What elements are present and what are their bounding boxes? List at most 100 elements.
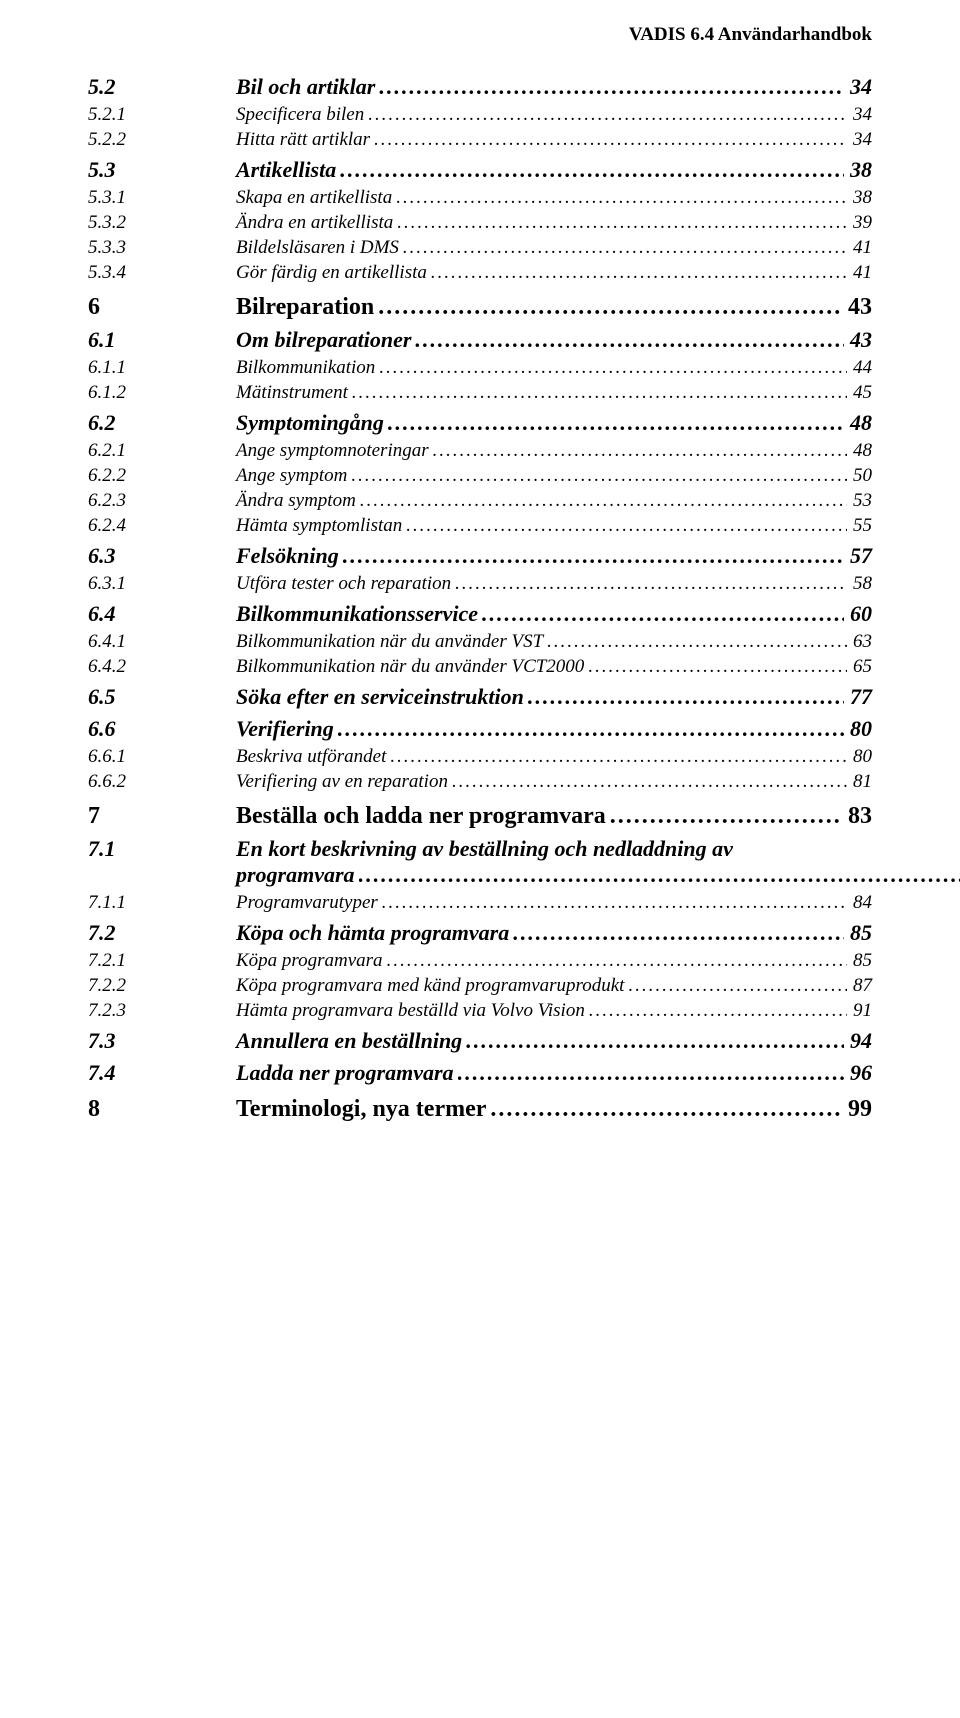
toc-entry-number: 7.2.2	[88, 975, 236, 997]
toc-entry-page: 50	[847, 465, 872, 487]
toc-entry-page: 83	[842, 803, 872, 830]
toc-leader	[452, 771, 847, 793]
toc-entry-number: 6	[88, 294, 236, 321]
toc-leader	[431, 262, 847, 284]
toc-entry-title: Ange symptomnoteringar	[236, 440, 433, 462]
toc-entry-page: 65	[847, 656, 872, 678]
toc-leader	[396, 187, 847, 209]
toc-entry: 7.2Köpa och hämta programvara85	[88, 920, 872, 946]
toc-entry: 7.3Annullera en beställning94	[88, 1028, 872, 1054]
toc-entry-title: Skapa en artikellista	[236, 187, 396, 209]
toc-entry-title: Mätinstrument	[236, 382, 352, 404]
toc-entry-page: 99	[842, 1096, 872, 1123]
toc-entry-title: Söka efter en serviceinstruktion	[236, 684, 528, 710]
toc-entry-number: 6.1.1	[88, 357, 236, 379]
document-header: VADIS 6.4 Användarhandbok	[88, 24, 872, 46]
toc-entry: 7.2.1Köpa programvara 85	[88, 950, 872, 972]
toc-entry: 5.3.3Bildelsläsaren i DMS41	[88, 237, 872, 259]
toc-entry-title: Ändra en artikellista	[236, 212, 397, 234]
toc-leader	[368, 104, 847, 126]
toc-entry-number: 6.1	[88, 327, 236, 353]
toc-entry-number: 6.6.1	[88, 746, 236, 768]
toc-entry-title: Utföra tester och reparation	[236, 573, 455, 595]
toc-entry-number: 6.4.2	[88, 656, 236, 678]
toc-entry: 6.3Felsökning57	[88, 543, 872, 569]
toc-entry: 6.4.1Bilkommunikation när du använder VS…	[88, 631, 872, 653]
toc-entry-page: 34	[847, 104, 872, 126]
toc-leader	[588, 656, 847, 678]
toc-entry-number: 5.3.2	[88, 212, 236, 234]
toc-entry-title: Bilkommunikation	[236, 357, 379, 379]
toc-leader	[390, 746, 847, 768]
toc-entry: 6.2.2Ange symptom50	[88, 465, 872, 487]
toc-entry-title: Artikellista	[236, 157, 340, 183]
toc-entry-page: 55	[847, 515, 872, 537]
toc-leader	[388, 410, 844, 436]
toc-entry: 7.1En kort beskrivning av beställning oc…	[88, 836, 872, 888]
toc-entry-number: 7.1.1	[88, 892, 236, 914]
toc-entry-number: 6.6	[88, 716, 236, 742]
toc-entry-page: 85	[847, 950, 872, 972]
toc-entry-number: 6.2	[88, 410, 236, 436]
toc-entry-number: 6.4	[88, 601, 236, 627]
toc-leader	[351, 465, 847, 487]
toc-leader	[513, 920, 844, 946]
toc-entry-page: 43	[844, 327, 872, 353]
toc-entry-title: Bilkommunikationsservice	[236, 601, 482, 627]
toc-entry: 5.2Bil och artiklar34	[88, 74, 872, 100]
toc-entry-page: 80	[844, 716, 872, 742]
toc-entry-title: Programvarutyper	[236, 892, 382, 914]
toc-entry-title: Specificera bilen	[236, 104, 368, 126]
toc-entry-number: 7.1	[88, 836, 236, 862]
toc-leader	[360, 490, 847, 512]
toc-entry: 7.4Ladda ner programvara96	[88, 1060, 872, 1086]
toc-entry-title: Hämta symptomlistan	[236, 515, 406, 537]
toc-leader	[455, 573, 847, 595]
toc-leader	[490, 1096, 842, 1123]
toc-leader	[406, 515, 847, 537]
toc-leader	[547, 631, 847, 653]
toc-entry-number: 6.2.3	[88, 490, 236, 512]
toc-entry-number: 6.6.2	[88, 771, 236, 793]
toc-entry-page: 84	[847, 892, 872, 914]
toc-leader	[482, 601, 844, 627]
toc-entry-number: 7.2	[88, 920, 236, 946]
toc-entry: 6.4.2Bilkommunikation när du använder VC…	[88, 656, 872, 678]
toc-entry: 6.6Verifiering 80	[88, 716, 872, 742]
toc-entry-title: En kort beskrivning av beställning och n…	[236, 836, 960, 862]
toc-entry-title: Verifiering av en reparation	[236, 771, 452, 793]
toc-leader	[340, 157, 844, 183]
toc-entry-title: Ändra symptom	[236, 490, 360, 512]
toc-entry-number: 6.4.1	[88, 631, 236, 653]
toc-entry-title: Hämta programvara beställd via Volvo Vis…	[236, 1000, 589, 1022]
toc-entry-title: Bil och artiklar	[236, 74, 379, 100]
toc-leader	[338, 716, 844, 742]
toc-leader	[458, 1060, 844, 1086]
toc-leader	[397, 212, 847, 234]
toc-entry-page: 39	[847, 212, 872, 234]
toc-entry-page: 87	[847, 975, 872, 997]
toc-entry-number: 7	[88, 803, 236, 830]
toc-entry-page: 96	[844, 1060, 872, 1086]
toc-entry-number: 8	[88, 1096, 236, 1123]
toc-leader	[589, 1000, 847, 1022]
toc-entry: 6.4Bilkommunikationsservice60	[88, 601, 872, 627]
toc-entry-title: Verifiering	[236, 716, 338, 742]
toc-entry-page: 80	[847, 746, 872, 768]
toc-entry: 6.2.1Ange symptomnoteringar48	[88, 440, 872, 462]
toc-entry-title: Felsökning	[236, 543, 343, 569]
toc-entry: 5.3.2Ändra en artikellista 39	[88, 212, 872, 234]
toc-entry-page: 63	[847, 631, 872, 653]
toc-entry-page: 48	[847, 440, 872, 462]
toc-entry-title: Ladda ner programvara	[236, 1060, 458, 1086]
toc-entry-title: Köpa programvara	[236, 950, 387, 972]
toc-leader	[403, 237, 847, 259]
toc-entry-page: 34	[847, 129, 872, 151]
toc-entry-title: Symptomingång	[236, 410, 388, 436]
toc-entry: 6.2Symptomingång48	[88, 410, 872, 436]
toc-entry: 7Beställa och ladda ner programvara 83	[88, 803, 872, 830]
toc-entry: 6.3.1Utföra tester och reparation58	[88, 573, 872, 595]
toc-entry-title: Beställa och ladda ner programvara	[236, 803, 610, 830]
toc-entry-title: Om bilreparationer	[236, 327, 415, 353]
toc-entry-number: 7.2.1	[88, 950, 236, 972]
